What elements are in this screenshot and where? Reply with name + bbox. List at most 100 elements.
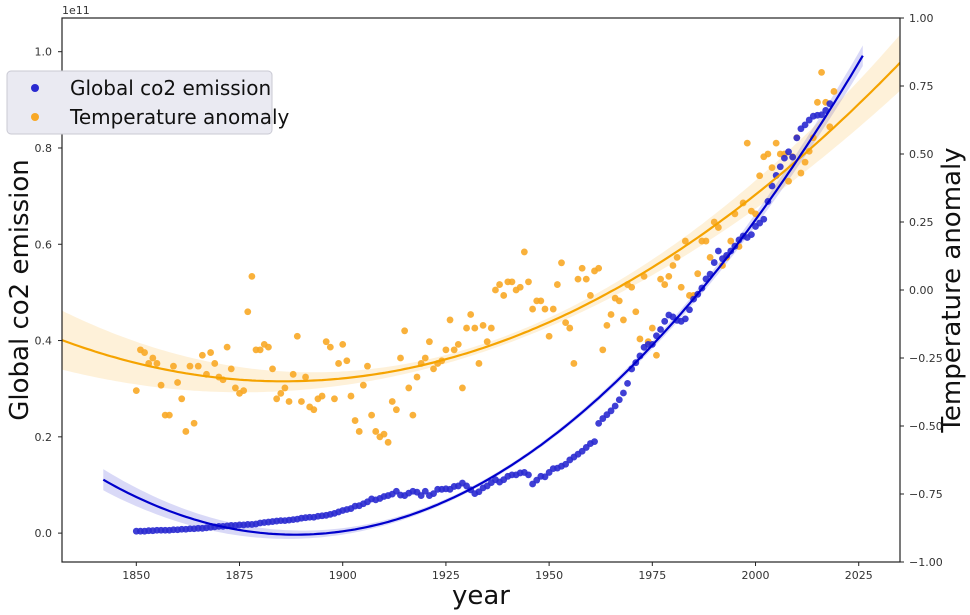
temperature-point [764,150,772,158]
temperature-point [244,308,252,316]
right-y-tick-label: 0.50 [909,148,934,161]
co2-point [541,473,549,481]
x-tick-label: 2025 [845,569,873,582]
co2-point [818,111,825,119]
temperature-point [599,346,607,354]
legend-label-co2: Global co2 emission [70,76,271,100]
temperature-point [553,281,561,288]
temperature-point [797,169,805,177]
temperature-point [153,360,161,367]
temperature-point [768,164,776,172]
temperature-point [339,341,347,348]
temperature-point [318,392,326,400]
temperature-point [603,321,611,329]
temperature-point [615,297,623,305]
x-axis: 1850 1875 1900 1925 1950 1975 2000 2025 [122,562,873,582]
temperature-point [620,316,627,324]
temperature-point [298,398,305,405]
temperature-point [702,237,710,245]
temperature-point [178,395,186,403]
temperature-point [673,253,681,261]
temperature-point [574,275,582,283]
temperature-point [302,373,309,381]
temperature-point [525,278,532,286]
temperature-point [425,338,433,346]
right-y-axis: −1.00 −0.75 −0.50 −0.25 0.00 0.25 0.50 0.75 1.00 [900,12,943,569]
temperature-point [450,346,458,354]
temperature-point [562,319,570,327]
co2-point [595,419,603,427]
x-tick-label: 1900 [329,569,357,582]
co2-point [562,460,570,468]
temperature-point [310,406,318,414]
co2-point [607,407,615,415]
co2-point [781,154,788,162]
temperature-point [198,351,206,359]
temperature-point [694,270,702,278]
temperature-point [401,327,409,335]
left-y-axis: 0.0 0.2 0.4 0.6 0.8 1.0 [35,46,62,540]
temperature-point [380,430,388,438]
temperature-point [190,419,198,427]
co2-point [776,163,784,171]
temperature-point [628,283,636,291]
temperature-point [471,324,479,332]
temperature-point [545,332,553,340]
co2-point [421,487,429,495]
temperature-point [285,398,293,405]
temperature-point [653,351,660,359]
x-tick-label: 1875 [226,569,254,582]
temperature-point [459,384,466,392]
temperature-point [772,139,780,147]
temperature-point [182,428,190,435]
temperature-point [570,360,578,367]
temperature-point [149,354,157,362]
co2-point [681,315,689,323]
temperature-point [430,365,437,373]
temperature-point [814,98,821,106]
temperature-point [347,392,355,400]
left-y-tick-label: 1.0 [35,46,53,59]
legend-box [6,70,273,135]
right-y-tick-label: 0.25 [909,216,934,229]
temperature-point [706,253,714,261]
co2-point [793,134,801,142]
left-y-tick-label: 0.6 [35,238,53,251]
temperature-point [669,262,677,269]
temperature-point [211,360,219,367]
temperature-point [273,395,281,403]
temperature-point [677,283,685,291]
temperature-point [467,311,475,318]
co2-point [657,326,664,333]
co2-point [789,153,797,161]
co2-point [785,148,792,156]
temperature-point [157,381,165,389]
x-tick-label: 1850 [122,569,150,582]
temperature-point [392,406,400,414]
temperature-point [405,384,413,392]
temperature-point [132,387,140,395]
right-y-tick-label: −0.25 [909,352,943,365]
temperature-point [566,324,574,332]
temperature-point [372,428,380,435]
temperature-point [359,381,367,389]
temperature-point [331,395,338,403]
temperature-point [500,292,508,299]
co2-point [624,379,631,387]
temperature-point [368,411,376,419]
temperature-point [293,332,301,340]
co2-point [768,182,776,190]
legend-label-temp: Temperature anomaly [69,105,290,129]
co2-point [760,215,768,223]
temperature-point [194,362,202,370]
temperature-point [364,362,371,370]
temperature-point [475,360,483,367]
temperature-point [281,384,289,392]
legend-marker-temp [31,113,39,121]
temperature-point [335,360,342,367]
temperature-point [830,88,838,95]
left-y-axis-title: Global co2 emission [5,159,35,420]
right-y-tick-label: −0.50 [909,420,943,433]
temperature-point [508,278,516,286]
temperature-point [636,335,644,343]
